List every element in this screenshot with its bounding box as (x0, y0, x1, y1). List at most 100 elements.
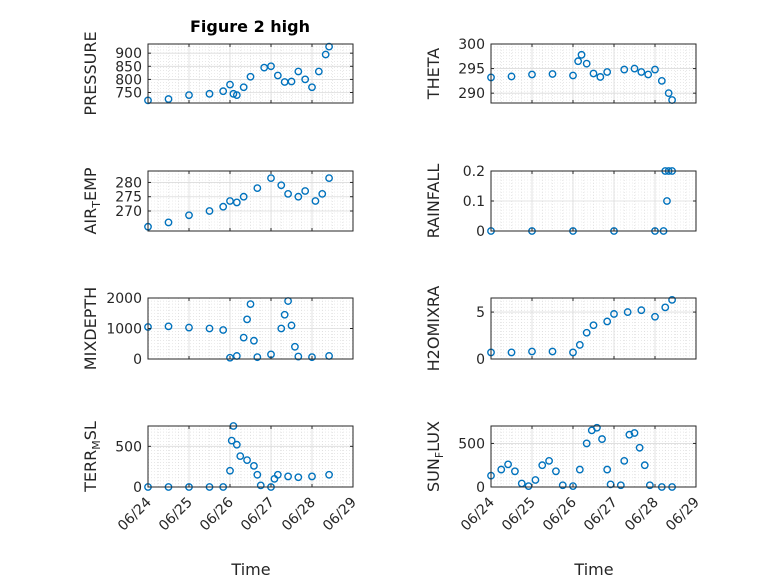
data-point (589, 69, 598, 78)
axes-box (490, 297, 697, 360)
x-tick-label: 06/25 (156, 495, 196, 535)
figure-title: Figure 2 high (190, 17, 310, 36)
y-tick-label: 295 (458, 62, 485, 78)
data-point (232, 91, 241, 100)
data-point (273, 71, 282, 80)
data-point (253, 353, 262, 362)
subplot-terr_msl: 0 500 06/24 06/25 06/26 06/27 06/28 06/29 TERRMS… (81, 421, 360, 534)
data-point (664, 89, 673, 98)
subplot-mixdepth: 0 1000 2000 MIXDEPTH (81, 287, 354, 370)
data-point (185, 211, 193, 220)
data-point (620, 65, 629, 74)
data-point (625, 430, 634, 439)
subplot-h2omixra: 0 5 H2OMIXRA (424, 286, 697, 372)
y-tick-label: 270 (115, 204, 142, 220)
data-point (308, 353, 316, 362)
data-point (616, 481, 625, 490)
data-point (598, 435, 606, 443)
x-axis-label-right: Time (573, 560, 613, 579)
data-point (623, 308, 632, 316)
data-point (287, 321, 296, 330)
data-point (504, 460, 512, 469)
data-point (538, 461, 547, 470)
data-point (645, 481, 654, 490)
x-tick-label: 06/24 (115, 494, 155, 534)
data-point (308, 472, 316, 481)
y-axis-label: THETA (424, 48, 443, 100)
y-tick-label: 0.2 (463, 164, 485, 180)
data-point (575, 465, 584, 474)
y-tick-label: 1000 (106, 322, 142, 338)
data-point (524, 482, 533, 491)
data-point (239, 333, 248, 342)
data-point (651, 312, 659, 321)
data-point (577, 50, 586, 59)
y-axis-label: H2OMIXRA (424, 286, 443, 372)
x-tick-label: 06/26 (540, 494, 580, 534)
data-point (226, 353, 234, 362)
data-point (545, 456, 553, 465)
data-point (630, 64, 639, 73)
data-point (250, 461, 258, 470)
data-point (610, 310, 618, 318)
data-point (267, 62, 275, 71)
data-point (294, 473, 303, 482)
data-point (663, 197, 671, 205)
y-axis-label: RAINFALL (424, 164, 443, 239)
y-tick-label: 0 (133, 480, 142, 496)
data-point (582, 328, 591, 337)
data-point (219, 202, 228, 211)
data-point (277, 181, 286, 190)
data-point (287, 77, 296, 86)
data-point (205, 324, 214, 333)
data-point (164, 218, 173, 227)
x-tick-label: 06/27 (238, 495, 278, 535)
data-point (246, 300, 255, 308)
x-tick-label: 06/27 (581, 495, 621, 535)
y-tick-label: 750 (115, 86, 142, 102)
data-point (603, 465, 612, 474)
x-tick-label: 06/28 (279, 495, 319, 535)
data-point (260, 63, 269, 72)
data-point (637, 68, 646, 76)
data-point (603, 317, 612, 326)
y-axis-label: SUNFLUX (424, 421, 446, 492)
data-point (635, 443, 644, 452)
data-point (569, 348, 577, 357)
x-tick-label: 06/28 (622, 495, 662, 535)
data-point (164, 95, 173, 103)
data-point (552, 467, 560, 476)
data-point (185, 91, 193, 100)
data-point (164, 322, 173, 331)
y-tick-label: 0 (476, 480, 485, 496)
axes-box (147, 425, 354, 488)
data-point (226, 197, 234, 205)
axes-box (490, 425, 697, 488)
y-tick-label: 800 (115, 72, 142, 88)
y-axis-label: AIRTEMP (81, 167, 103, 234)
data-point (325, 470, 333, 479)
data-point (558, 481, 567, 490)
data-point (185, 323, 193, 332)
data-point (294, 352, 303, 361)
data-point (232, 440, 241, 449)
data-point (589, 321, 598, 330)
x-tick-label: 06/25 (499, 495, 539, 535)
data-point (657, 76, 666, 85)
data-point (267, 174, 275, 183)
x-axis-label-left: Time (230, 560, 270, 579)
y-tick-label: 300 (458, 37, 485, 53)
data-point (284, 297, 292, 305)
data-point (314, 67, 323, 76)
data-point (294, 192, 303, 201)
data-point (301, 187, 310, 195)
data-point (569, 482, 577, 491)
data-point (239, 192, 248, 201)
data-point (284, 189, 292, 198)
data-point (668, 295, 676, 304)
x-tick-label: 06/24 (458, 494, 498, 534)
data-point (640, 461, 649, 470)
data-point (291, 342, 299, 351)
